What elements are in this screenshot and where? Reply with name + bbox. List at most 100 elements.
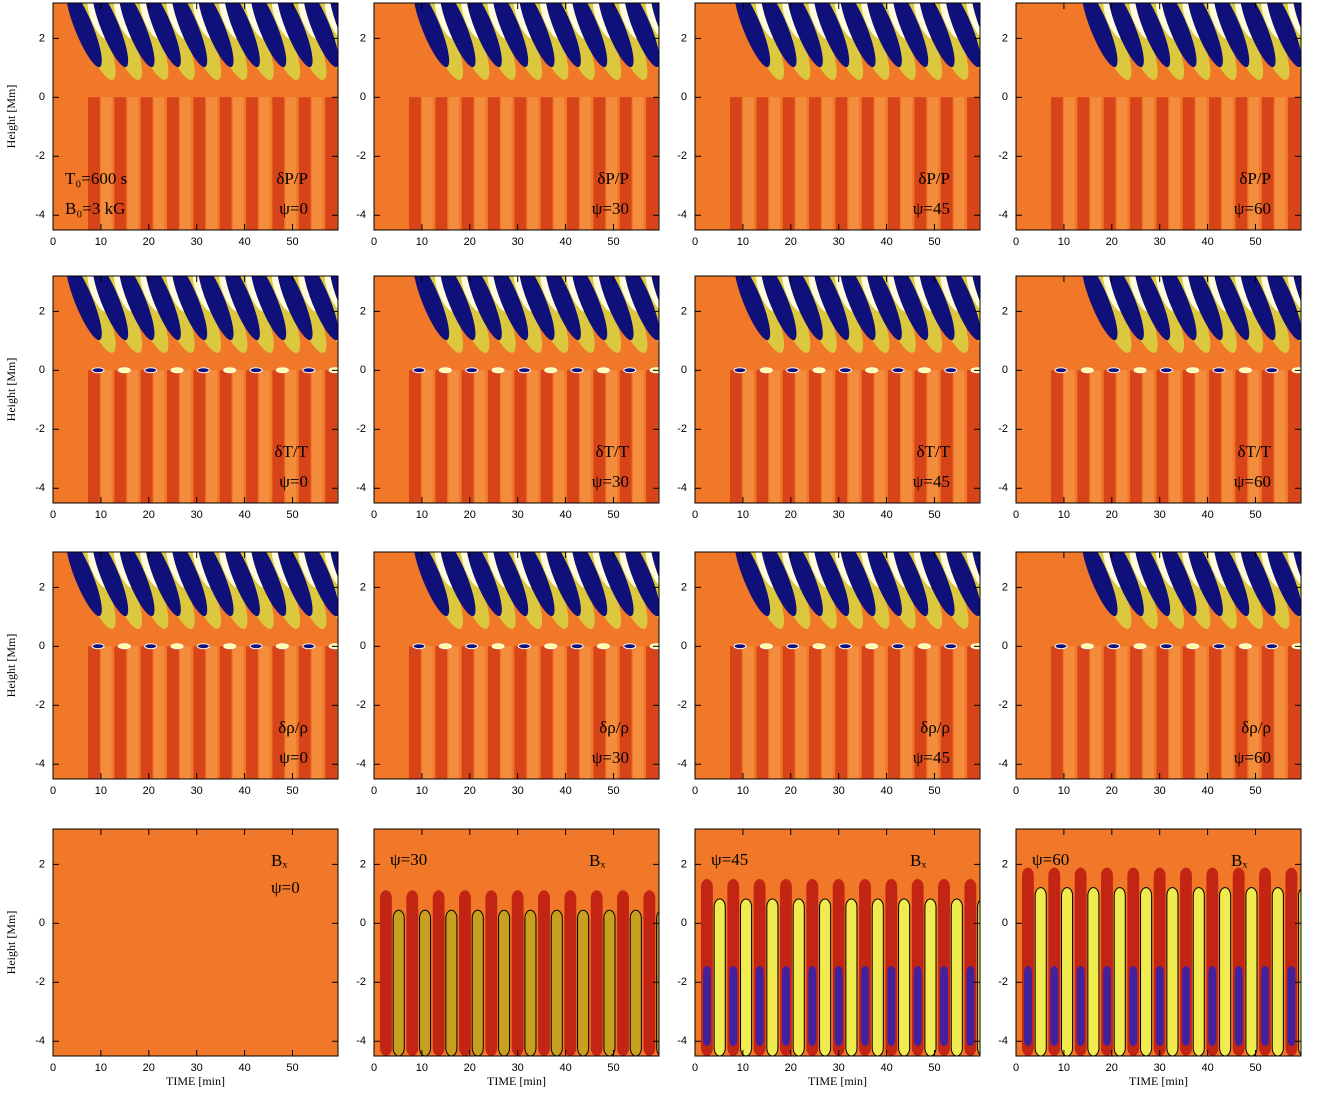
stripe xyxy=(1103,370,1116,503)
stripe xyxy=(1077,646,1090,779)
x-tick-label: 50 xyxy=(928,509,940,521)
wave xyxy=(760,552,797,617)
stripe xyxy=(409,370,421,503)
blob xyxy=(596,367,610,374)
panel-psi: ψ=30 xyxy=(592,199,629,218)
stripe xyxy=(940,966,949,1046)
stripe xyxy=(527,97,539,230)
blob xyxy=(596,643,610,650)
wave xyxy=(66,3,102,68)
blob xyxy=(465,643,479,650)
wave xyxy=(276,3,313,68)
stripe xyxy=(901,97,912,230)
y-tick-label: 2 xyxy=(39,32,45,44)
panel-psi: ψ=60 xyxy=(1234,472,1271,491)
heatmap-field xyxy=(1016,829,1301,1056)
blob xyxy=(838,367,852,374)
stripe xyxy=(743,97,754,230)
stripe xyxy=(193,646,206,779)
stripe xyxy=(1222,646,1233,779)
plot-frame xyxy=(52,2,339,231)
stripe xyxy=(967,370,979,503)
wave xyxy=(118,276,155,341)
y-axis-label: Height [Mm] xyxy=(4,634,18,698)
x-tick-label: 10 xyxy=(95,1062,107,1074)
wave xyxy=(145,552,181,617)
wave xyxy=(1310,544,1322,590)
stripe xyxy=(1288,370,1300,503)
stripe xyxy=(729,966,738,1046)
stripe xyxy=(114,97,127,230)
y-tick-label: 0 xyxy=(1002,364,1008,376)
blob xyxy=(1186,643,1200,650)
x-tick-label: 0 xyxy=(692,236,698,248)
stripe xyxy=(835,646,848,779)
wave xyxy=(171,3,208,68)
x-tick-label: 10 xyxy=(737,236,749,248)
blob xyxy=(544,643,558,650)
stripe xyxy=(1288,97,1300,230)
wave xyxy=(945,276,980,341)
wave xyxy=(1134,3,1171,68)
stripe xyxy=(1195,97,1207,230)
stripe xyxy=(898,898,911,1056)
stripe xyxy=(127,97,139,230)
wave xyxy=(492,276,529,341)
heatmap-field xyxy=(374,552,659,779)
stripe xyxy=(927,97,939,230)
stripe xyxy=(459,890,471,1056)
stripe xyxy=(1024,966,1032,1046)
blob xyxy=(1080,367,1094,374)
x-tick-label: 50 xyxy=(928,1062,940,1074)
stripe xyxy=(88,646,100,779)
stripe xyxy=(474,370,486,503)
blob xyxy=(891,367,905,374)
blob xyxy=(91,367,105,374)
x-tick-label: 10 xyxy=(1058,1062,1070,1074)
blob xyxy=(733,643,747,650)
stripe xyxy=(888,97,900,230)
panel-psi: ψ=0 xyxy=(271,878,300,897)
wave xyxy=(1108,552,1144,617)
stripe xyxy=(848,370,860,503)
stripe xyxy=(977,899,980,1056)
wave xyxy=(197,552,234,617)
stripe xyxy=(603,909,616,1056)
stripe xyxy=(629,909,642,1056)
stripe xyxy=(1169,370,1181,503)
stripe xyxy=(632,646,644,779)
stripe xyxy=(874,646,886,779)
heatmap-field xyxy=(53,829,338,1056)
wave xyxy=(197,3,234,68)
wave xyxy=(624,276,659,341)
stripe xyxy=(259,646,270,779)
wave xyxy=(118,3,155,68)
panel-label: δT/T xyxy=(595,442,629,461)
wave xyxy=(545,276,581,341)
blob xyxy=(812,367,826,374)
stripe xyxy=(553,646,565,779)
y-tick-label: 0 xyxy=(39,364,45,376)
blob xyxy=(117,367,131,374)
stripe xyxy=(766,898,779,1056)
stripe xyxy=(590,890,603,1056)
plot-frame xyxy=(52,275,339,504)
blob xyxy=(917,367,931,374)
wave xyxy=(1108,276,1144,341)
stripe xyxy=(511,890,524,1056)
x-tick-label: 30 xyxy=(512,1062,524,1074)
wave xyxy=(839,276,876,341)
wave xyxy=(866,552,902,617)
stripe xyxy=(114,646,127,779)
blob xyxy=(838,643,852,650)
stripe xyxy=(272,97,285,230)
stripe xyxy=(1261,646,1274,779)
stripe xyxy=(1156,97,1169,230)
stripe xyxy=(606,370,618,503)
stripe xyxy=(1182,646,1195,779)
x-tick-label: 30 xyxy=(833,509,845,521)
stripe xyxy=(1182,966,1190,1046)
y-tick-label: -2 xyxy=(35,976,45,988)
wave xyxy=(1160,3,1197,68)
blob xyxy=(412,367,426,374)
